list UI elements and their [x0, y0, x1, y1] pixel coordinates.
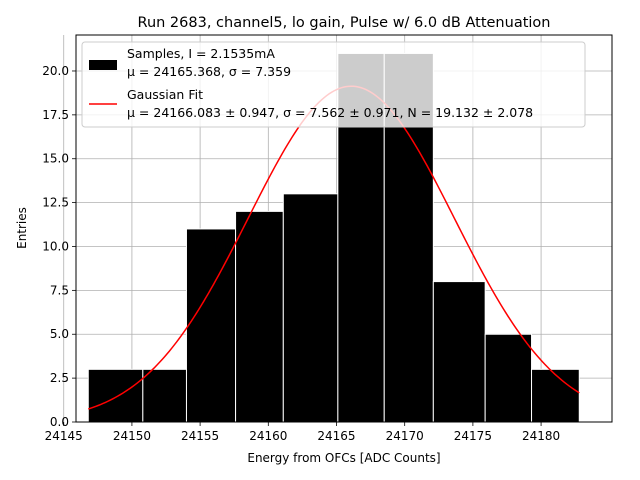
histogram-bars	[87, 52, 580, 423]
legend-samples-swatch	[89, 60, 117, 70]
y-axis-label: Entries	[15, 207, 29, 249]
legend-samples-label: Samples, I = 2.1535mA	[127, 46, 275, 61]
y-tick-label: 2.5	[50, 371, 69, 385]
histogram-bar	[185, 228, 237, 423]
y-tick-label: 0.0	[50, 415, 69, 429]
chart-title: Run 2683, channel5, lo gain, Pulse w/ 6.…	[138, 15, 551, 31]
y-tick-label: 20.0	[42, 64, 69, 78]
y-tick-label: 10.0	[42, 239, 69, 253]
x-tick-label: 24155	[181, 429, 219, 443]
x-tick-label: 24145	[45, 429, 83, 443]
legend-samples-stats: μ = 24165.368, σ = 7.359	[127, 64, 291, 79]
x-axis-ticks: 24145 24150 24155 24160 24165 24170 24175 24180	[45, 422, 560, 443]
y-tick-label: 15.0	[42, 152, 69, 166]
histogram-bar	[484, 333, 533, 423]
histogram-bar	[282, 193, 339, 423]
histogram-bar	[235, 210, 284, 423]
x-tick-label: 24150	[113, 429, 151, 443]
x-tick-label: 24175	[454, 429, 492, 443]
histogram-bar	[87, 368, 144, 423]
legend-box	[81, 41, 586, 128]
x-tick-label: 24170	[386, 429, 424, 443]
y-tick-label: 7.5	[50, 283, 69, 297]
histogram-bar	[432, 281, 486, 423]
x-axis-label: Energy from OFCs [ADC Counts]	[247, 451, 440, 465]
histogram-bar	[142, 368, 187, 423]
legend-fit-label: Gaussian Fit	[127, 87, 203, 102]
x-tick-label: 24160	[249, 429, 287, 443]
y-tick-label: 12.5	[42, 196, 69, 210]
y-tick-label: 5.0	[50, 327, 69, 341]
histogram-bar	[531, 368, 580, 423]
x-tick-label: 24180	[522, 429, 560, 443]
legend-fit-params: μ = 24166.083 ± 0.947, σ = 7.562 ± 0.971…	[127, 105, 533, 120]
legend: Samples, I = 2.1535mA μ = 24165.368, σ =…	[81, 41, 586, 128]
plot-frame	[75, 34, 613, 423]
y-axis-ticks: 0.0 2.5 5.0 7.5 10.0 12.5 15.0 17.5 20.0	[42, 64, 76, 429]
x-tick-label: 24165	[317, 429, 355, 443]
y-tick-label: 17.5	[42, 108, 69, 122]
